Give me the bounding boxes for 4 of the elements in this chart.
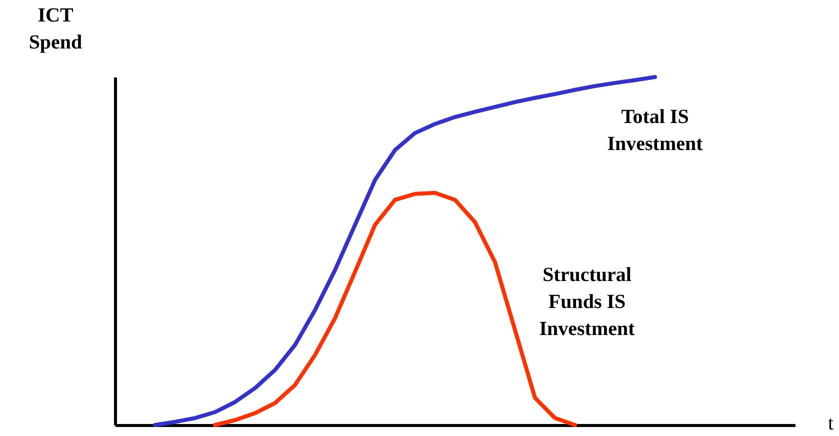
y-axis-title: ICT Spend: [28, 4, 82, 54]
series-label: Structural Funds IS Investment: [539, 264, 636, 340]
series-label: Total IS Investment: [607, 106, 704, 155]
x-axis-title: t: [828, 412, 834, 434]
